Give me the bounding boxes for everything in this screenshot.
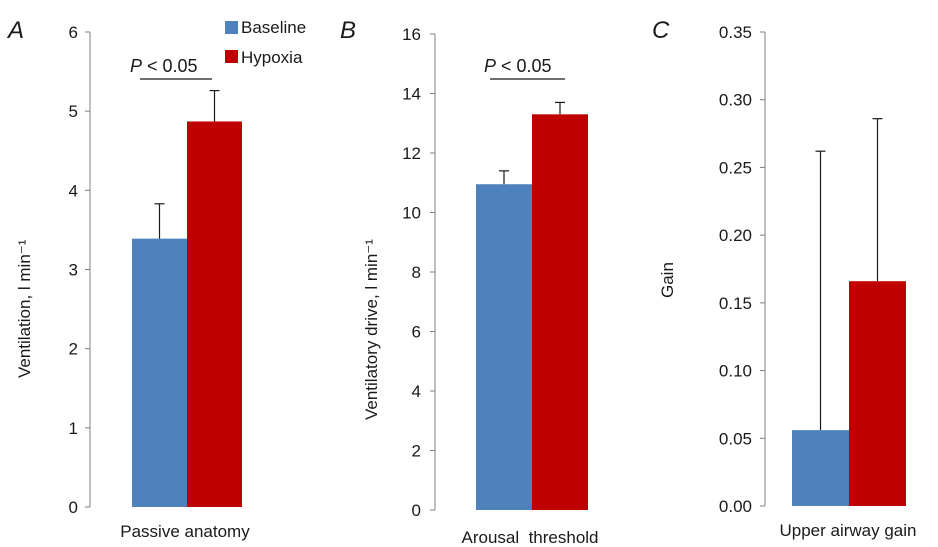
panel-a-category-label: Passive anatomy (120, 522, 250, 541)
panel-a-significance-label: P < 0.05 (130, 56, 198, 76)
panel-b-y-tick-label: 0 (412, 501, 421, 520)
panel-a-y-tick-label: 5 (69, 102, 78, 121)
panel-c-letter: C (652, 17, 670, 44)
legend-swatch-baseline (225, 21, 238, 34)
panel-c-y-tick-label: 0.05 (719, 429, 752, 448)
panel-b-y-tick-label: 12 (402, 144, 421, 163)
panel-b-y-tick-label: 4 (412, 382, 421, 401)
panel-b: B Ventilatory drive, l min⁻¹ Arousal thr… (340, 17, 599, 547)
panel-b-significance-label: P < 0.05 (484, 56, 552, 76)
panel-b-category-label: Arousal threshold (461, 528, 598, 547)
panel-c-bar-baseline (792, 430, 849, 506)
panel-b-bar-hypoxia (532, 114, 588, 510)
panel-b-y-tick-label: 14 (402, 85, 421, 104)
panel-a-y-tick-label: 2 (69, 340, 78, 359)
panel-b-ylabel: Ventilatory drive, l min⁻¹ (362, 239, 381, 420)
panel-c: C Gain Upper airway gain 0.00 0.05 0.10 0.1… (652, 17, 917, 540)
legend-label-hypoxia: Hypoxia (241, 48, 303, 67)
panel-c-y-tick-label: 0.30 (719, 91, 752, 110)
panel-c-y-tick-label: 0.25 (719, 158, 752, 177)
panel-c-ylabel: Gain (658, 262, 677, 298)
panel-a-y-tick-label: 3 (69, 261, 78, 280)
panel-b-bar-baseline (476, 184, 532, 511)
panel-b-letter: B (340, 17, 356, 44)
panel-c-y-tick-label: 0.35 (719, 23, 752, 42)
legend-label-baseline: Baseline (241, 18, 306, 37)
panel-b-y-tick-label: 2 (412, 442, 421, 461)
panel-a-y-tick-label: 6 (69, 23, 78, 42)
panel-c-category-label: Upper airway gain (779, 521, 916, 540)
panel-c-y-tick-label: 0.15 (719, 294, 752, 313)
panel-b-y-tick-label: 8 (412, 263, 421, 282)
panel-a-bar-baseline (132, 238, 187, 507)
panel-a: A Ventilation, l min⁻¹ Passive anatomy 0… (6, 17, 250, 541)
legend-swatch-hypoxia (225, 50, 238, 63)
panel-a-letter: A (6, 17, 24, 44)
panel-c-y-tick-label: 0.20 (719, 226, 752, 245)
panel-a-y-tick-label: 0 (69, 498, 78, 517)
panel-b-y-tick-label: 6 (412, 323, 421, 342)
panel-b-y-tick-label: 10 (402, 204, 421, 223)
panel-a-y-tick-label: 1 (69, 419, 78, 438)
panel-c-bar-hypoxia (849, 281, 906, 506)
panel-b-y-tick-label: 16 (402, 25, 421, 44)
panel-a-ylabel: Ventilation, l min⁻¹ (15, 239, 34, 378)
panel-c-y-tick-label: 0.10 (719, 362, 752, 381)
legend: Baseline Hypoxia (225, 18, 306, 67)
panel-a-y-tick-label: 4 (69, 181, 78, 200)
panel-a-bar-hypoxia (187, 121, 242, 507)
panel-c-y-tick-label: 0.00 (719, 497, 752, 516)
